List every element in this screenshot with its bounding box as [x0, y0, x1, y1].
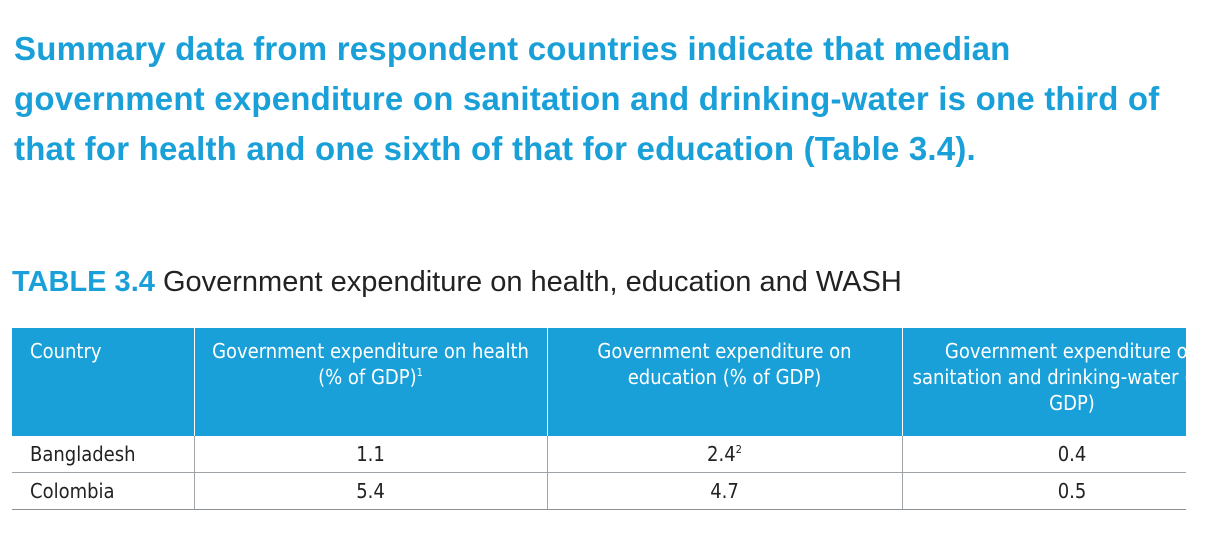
header-country: Country — [12, 328, 195, 436]
header-health-label: Government expenditure on health (% of G… — [212, 339, 529, 389]
header-wash: Government expenditure on sanitation and… — [902, 328, 1186, 436]
cell-education: 2.42 — [547, 436, 903, 473]
expenditure-table-container: Country Government expenditure on health… — [12, 328, 1186, 510]
expenditure-table: Country Government expenditure on health… — [12, 328, 1186, 510]
cell-wash: 0.4 — [902, 436, 1186, 473]
cell-wash: 0.5 — [902, 472, 1186, 510]
header-country-label: Country — [30, 339, 102, 363]
summary-statement: Summary data from respondent countries i… — [14, 30, 1160, 167]
header-education-label: Government expenditure on education (% o… — [597, 339, 852, 389]
cell-education-value: 2.4 — [707, 442, 736, 466]
header-health-footnote: 1 — [416, 366, 423, 379]
cell-education-value: 4.7 — [710, 479, 739, 503]
header-health: Government expenditure on health (% of G… — [194, 328, 548, 436]
cell-education: 4.7 — [547, 472, 903, 510]
header-wash-label: Government expenditure on sanitation and… — [912, 339, 1186, 415]
table-header-row: Country Government expenditure on health… — [12, 328, 1186, 436]
cell-education-footnote: 2 — [735, 443, 742, 456]
cell-health: 5.4 — [194, 472, 548, 510]
table-caption: TABLE 3.4 Government expenditure on heal… — [12, 262, 902, 302]
table-title-text: Government expenditure on health, educat… — [162, 266, 902, 298]
cell-country: Bangladesh — [12, 436, 195, 473]
cell-country: Colombia — [12, 472, 195, 510]
header-education: Government expenditure on education (% o… — [547, 328, 903, 436]
cell-health: 1.1 — [194, 436, 548, 473]
table-number: TABLE 3.4 — [12, 266, 155, 298]
table-row: Colombia 5.4 4.7 0.5 — [12, 472, 1186, 510]
table-row: Bangladesh 1.1 2.42 0.4 — [12, 436, 1186, 473]
